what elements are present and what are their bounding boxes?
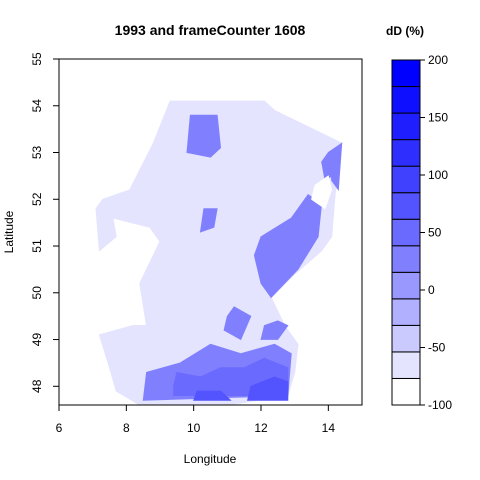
colorbar: -100 -50 0 50 100 150 200 bbox=[391, 53, 452, 412]
colorbar-swatch bbox=[391, 298, 421, 326]
colorbar-tick-label: 50 bbox=[428, 226, 442, 240]
shaded-region bbox=[253, 194, 323, 299]
x-tick-label: 12 bbox=[254, 421, 268, 435]
shaded-region bbox=[246, 376, 289, 401]
shaded-region bbox=[260, 320, 289, 340]
missing-data-hole bbox=[311, 175, 333, 210]
y-tick-label: 53 bbox=[30, 146, 44, 160]
x-tick-label: 14 bbox=[322, 421, 336, 435]
y-tick-label: 54 bbox=[30, 99, 44, 113]
colorbar-swatch bbox=[391, 86, 421, 114]
map-title: 1993 and frameCounter 1608 bbox=[115, 22, 306, 38]
colorbar-tick-label: 100 bbox=[428, 168, 448, 182]
colorbar-tick-label: 150 bbox=[428, 111, 448, 125]
y-axis: 48 49 50 51 52 53 54 55 bbox=[30, 52, 60, 393]
x-axis-label: Longitude bbox=[184, 452, 237, 466]
shaded-region bbox=[327, 142, 343, 192]
colorbar-swatch bbox=[391, 192, 421, 220]
y-axis-label: Latitude bbox=[2, 210, 16, 253]
colorbar-swatch bbox=[391, 271, 421, 300]
y-tick-label: 52 bbox=[30, 192, 44, 206]
y-tick-label: 49 bbox=[30, 333, 44, 347]
x-tick-label: 8 bbox=[123, 421, 130, 435]
y-tick-label: 50 bbox=[30, 286, 44, 300]
colorbar-swatch bbox=[391, 112, 421, 141]
colorbar-swatch bbox=[391, 324, 421, 353]
missing-data-hole bbox=[314, 249, 333, 275]
x-tick-label: 10 bbox=[187, 421, 201, 435]
colorbar-swatch bbox=[391, 165, 421, 194]
colorbar-swatch bbox=[391, 377, 421, 406]
colorbar-swatch bbox=[391, 59, 421, 88]
shaded-region bbox=[193, 390, 232, 401]
colorbar-tick-label: -100 bbox=[428, 398, 452, 412]
colorbar-swatch bbox=[391, 218, 421, 247]
x-axis: 6 8 10 12 14 bbox=[56, 404, 336, 435]
shaded-region bbox=[199, 208, 218, 233]
colorbar-tick-label: 0 bbox=[428, 283, 435, 297]
y-tick-label: 55 bbox=[30, 52, 44, 66]
colorbar-swatch bbox=[391, 139, 421, 167]
region-layer bbox=[95, 100, 343, 406]
x-tick-label: 6 bbox=[56, 421, 63, 435]
shaded-region bbox=[186, 114, 222, 158]
colorbar-tick-label: -50 bbox=[428, 341, 446, 355]
y-tick-label: 51 bbox=[30, 239, 44, 253]
map-plot-area bbox=[58, 58, 363, 406]
shaded-region bbox=[223, 306, 252, 341]
y-tick-label: 48 bbox=[30, 379, 44, 393]
colorbar-swatch bbox=[391, 351, 421, 379]
colorbar-title: dD (%) bbox=[386, 24, 424, 38]
colorbar-tick-label: 200 bbox=[428, 53, 448, 67]
colorbar-swatch bbox=[391, 245, 421, 273]
